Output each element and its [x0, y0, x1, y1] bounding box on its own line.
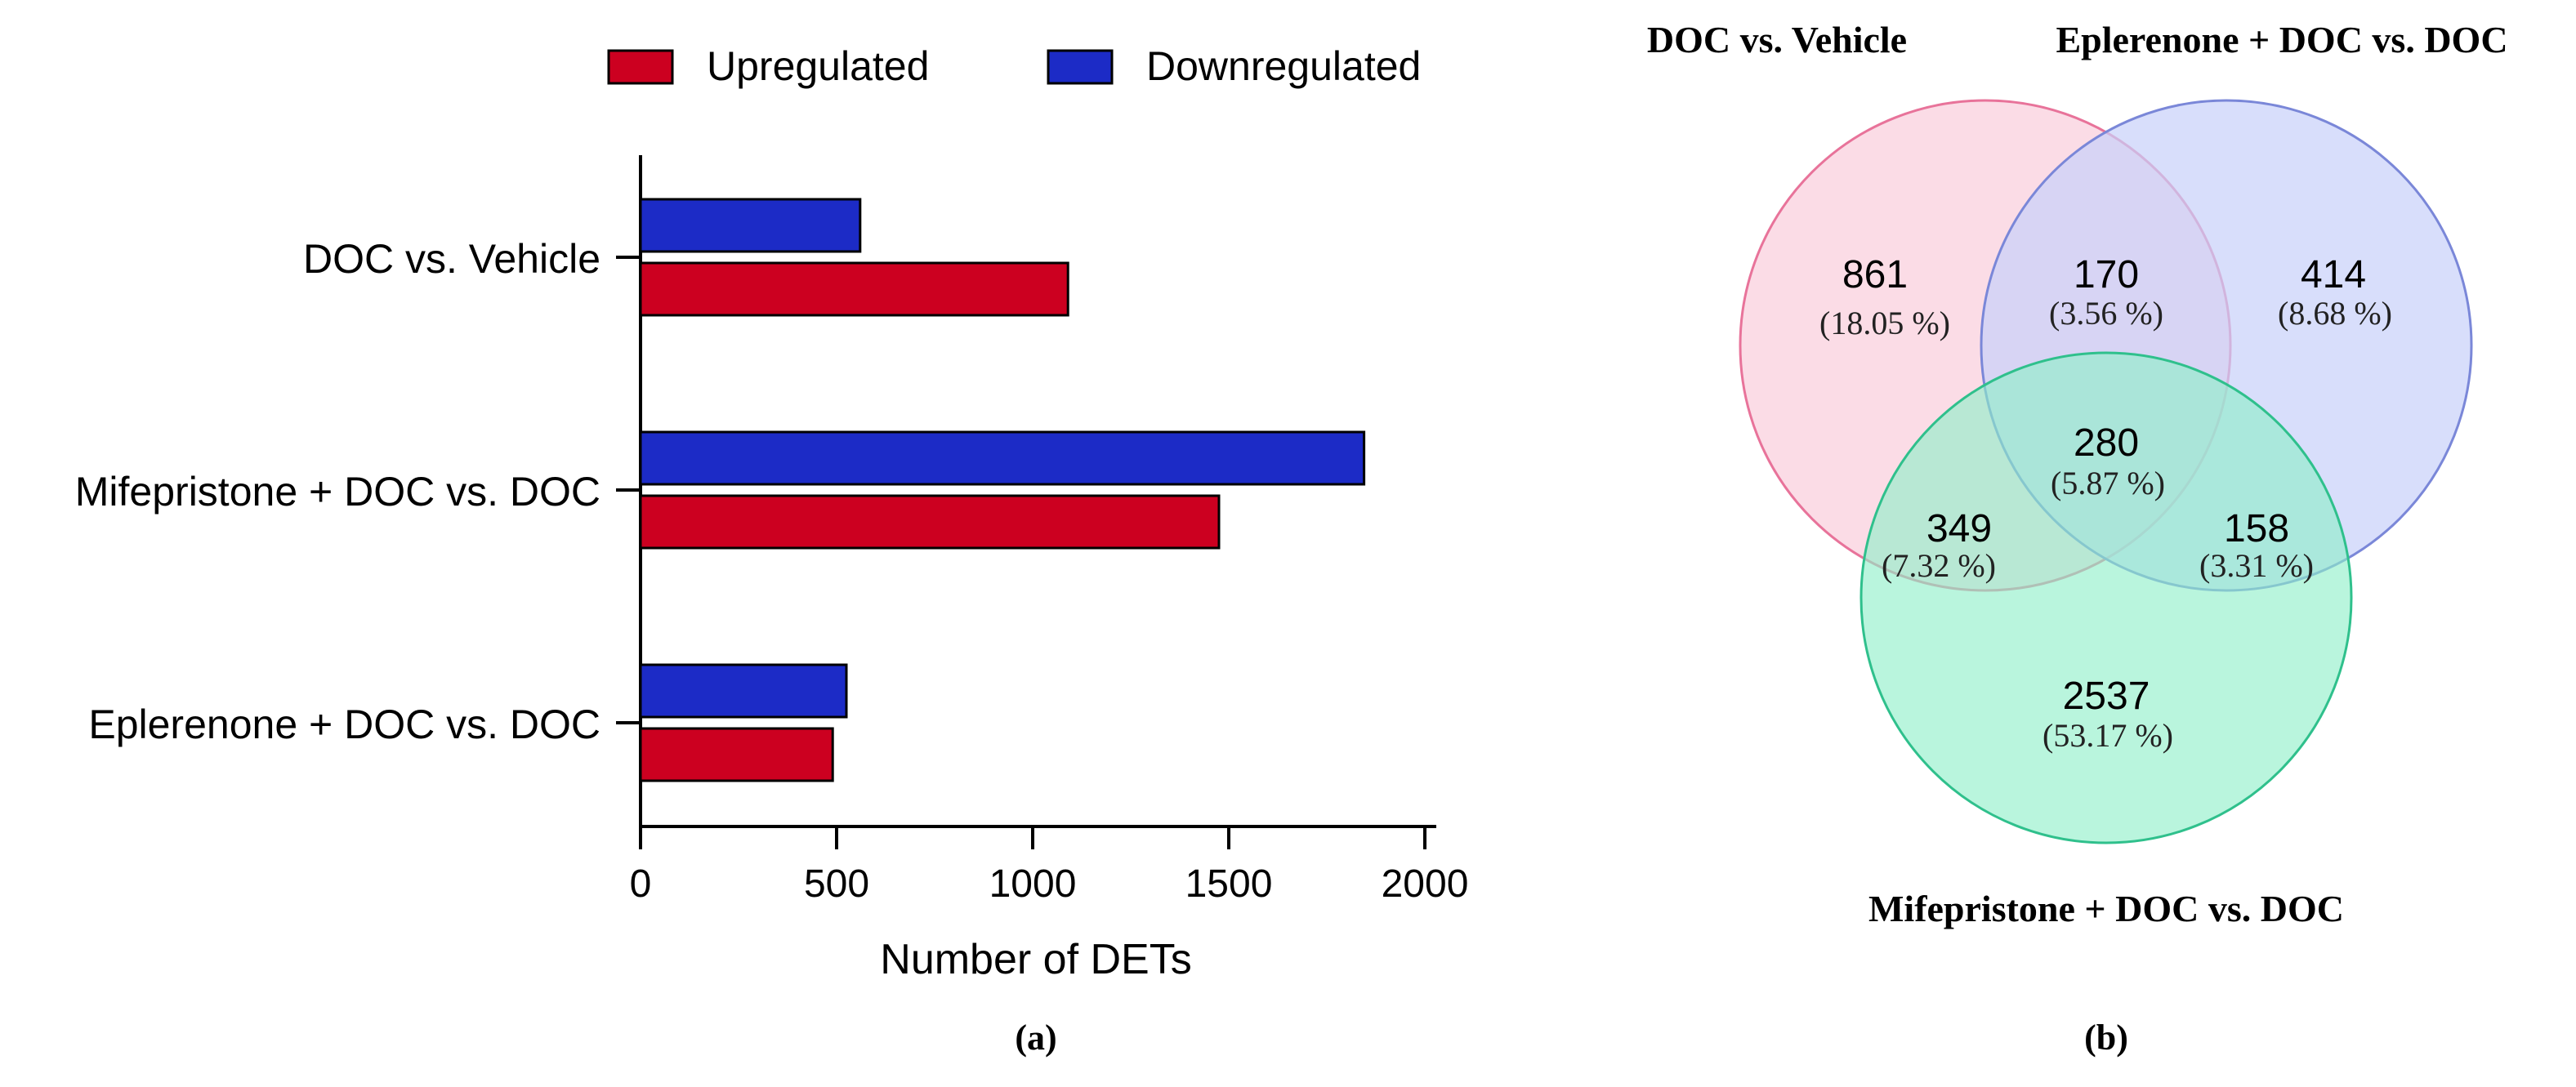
bar-downregulated-2 — [639, 430, 1366, 486]
bar-upregulated-3 — [639, 727, 834, 782]
venn-region-percent: (3.31 %) — [2199, 547, 2314, 584]
panel-label-a: (a) — [1015, 1018, 1056, 1058]
x-tick-label: 2000 — [1382, 862, 1469, 906]
x-tick-label: 500 — [804, 862, 869, 906]
bar-upregulated-2 — [639, 494, 1221, 550]
legend-swatch-downregulated — [1047, 49, 1114, 85]
bar-chart-panel: Upregulated Downregulated DOC vs. Vehicl… — [75, 43, 1469, 1058]
venn-region-count: 158 — [2224, 507, 2289, 550]
bar-downregulated-1 — [639, 198, 862, 253]
venn-circles — [1739, 99, 2473, 844]
category-label: Mifepristone + DOC vs. DOC — [75, 469, 600, 515]
bar-downregulated-3 — [639, 663, 848, 719]
venn-set-title: Mifepristone + DOC vs. DOC — [1868, 888, 2344, 929]
bars — [639, 198, 1366, 782]
venn-region-count: 349 — [1926, 507, 1992, 550]
x-axis-title: Number of DETs — [880, 936, 1191, 983]
category-label: Eplerenone + DOC vs. DOC — [88, 702, 600, 747]
venn-region-percent: (53.17 %) — [2042, 717, 2173, 754]
venn-region-count: 414 — [2301, 253, 2366, 296]
y-ticks: DOC vs. Vehicle Mifepristone + DOC vs. D… — [75, 236, 641, 747]
venn-region-count: 170 — [2074, 253, 2139, 296]
panel-label-b: (b) — [2084, 1018, 2128, 1058]
venn-region-count: 280 — [2074, 421, 2139, 465]
venn-set-title: Eplerenone + DOC vs. DOC — [2056, 19, 2507, 60]
venn-region-count: 861 — [1842, 253, 1908, 296]
x-tick-label: 1000 — [989, 862, 1077, 906]
bar-upregulated-1 — [639, 261, 1069, 317]
x-tick-label: 0 — [630, 862, 652, 906]
category-label: DOC vs. Vehicle — [303, 236, 600, 282]
x-ticks: 0 500 1000 1500 2000 — [630, 826, 1469, 906]
venn-region-percent: (7.32 %) — [1882, 547, 1996, 584]
venn-region-labels: 861 (18.05 %) 170 (3.56 %) 414 (8.68 %) … — [1819, 253, 2392, 754]
legend-swatch-upregulated — [607, 49, 674, 85]
venn-region-percent: (8.68 %) — [2278, 295, 2392, 332]
legend-label-upregulated: Upregulated — [707, 43, 929, 89]
venn-set-title: DOC vs. Vehicle — [1647, 19, 1907, 60]
venn-region-percent: (5.87 %) — [2051, 465, 2165, 501]
venn-circle-mifepristone — [1859, 351, 2353, 844]
x-tick-label: 1500 — [1185, 862, 1273, 906]
venn-panel: DOC vs. Vehicle Eplerenone + DOC vs. DOC… — [1647, 19, 2508, 1058]
legend: Upregulated Downregulated — [607, 43, 1421, 89]
legend-label-downregulated: Downregulated — [1146, 43, 1421, 89]
venn-region-count: 2537 — [2063, 675, 2150, 718]
venn-region-percent: (3.56 %) — [2049, 295, 2163, 332]
venn-region-percent: (18.05 %) — [1819, 305, 1950, 341]
